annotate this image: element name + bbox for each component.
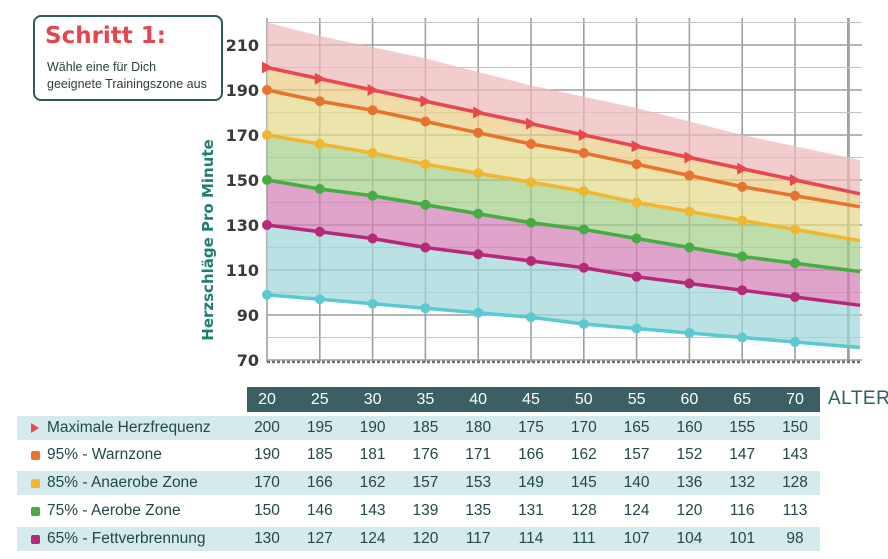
data-point (262, 175, 272, 185)
zone-band (267, 22, 860, 194)
series-line (266, 88, 861, 209)
data-point (790, 224, 800, 235)
series-line (266, 178, 861, 274)
zone-bands (267, 22, 860, 348)
data-point (790, 258, 800, 269)
data-point (473, 249, 484, 260)
data-point (262, 130, 272, 140)
data-point (578, 262, 589, 273)
y-axis-label: Herzschläge Pro Minute (199, 139, 217, 341)
y-tick-label: 190 (226, 81, 259, 100)
data-point (314, 184, 325, 194)
y-tick-label: 130 (226, 216, 259, 235)
zone-band (267, 225, 860, 348)
data-point (631, 159, 642, 170)
zone-lines (262, 61, 861, 350)
data-point (262, 220, 272, 230)
data-point (473, 307, 484, 318)
y-axis-ticks: 70 90 110 130 150 170 190 210 (226, 36, 259, 370)
step-subtitle-line2: geeignete Trainingszone aus (47, 77, 207, 91)
data-point (314, 96, 325, 107)
data-point (367, 148, 378, 158)
step-subtitle: Wähle eine für Dich geeignete Trainingsz… (47, 59, 223, 93)
y-tick-label: 150 (226, 171, 259, 190)
data-point (790, 190, 800, 201)
data-point (578, 148, 589, 158)
x-axis-label: ALTER (828, 388, 888, 409)
zone-band (267, 180, 860, 306)
zone-band (267, 67, 860, 207)
data-point (631, 197, 642, 208)
data-point (684, 206, 695, 217)
data-point (526, 312, 536, 323)
y-tick-label: 210 (226, 36, 259, 55)
data-point (314, 139, 325, 149)
data-point (631, 323, 642, 334)
data-point (526, 117, 537, 130)
data-point (262, 289, 272, 300)
data-point (473, 168, 484, 179)
data-point (737, 251, 748, 262)
data-point (790, 337, 800, 347)
data-point (526, 217, 536, 228)
data-point (737, 181, 748, 192)
data-point (367, 298, 378, 309)
data-point (684, 278, 695, 289)
data-point (314, 294, 325, 305)
series-line (266, 293, 861, 350)
data-point (737, 162, 749, 175)
data-point (526, 177, 536, 188)
data-point (578, 224, 589, 235)
data-point (420, 95, 432, 108)
data-point (631, 233, 642, 244)
data-point (684, 328, 695, 338)
data-point (578, 319, 589, 329)
data-point (790, 292, 800, 302)
y-tick-label: 70 (237, 351, 259, 370)
y-tick-label: 170 (226, 126, 259, 145)
data-point (262, 85, 272, 95)
y-tick-label: 110 (226, 261, 259, 280)
step-title: Schritt 1: (45, 23, 166, 49)
series-line (266, 133, 861, 243)
data-point (737, 215, 748, 226)
data-point (420, 159, 431, 170)
data-point (737, 332, 748, 343)
data-point (262, 61, 273, 74)
data-point (420, 303, 431, 314)
data-point (737, 285, 748, 296)
data-point (420, 116, 431, 127)
data-point (420, 199, 431, 210)
y-tick-label: 90 (237, 306, 259, 325)
data-point (367, 233, 378, 244)
data-point (684, 242, 695, 253)
data-point (367, 84, 379, 96)
series-line (266, 223, 861, 308)
data-point (473, 106, 485, 119)
zone-band (267, 135, 860, 272)
zone-band (267, 90, 860, 241)
series-line (266, 65, 861, 196)
instruction-box: Schritt 1: Wähle eine für Dich geeignete… (33, 15, 223, 101)
data-point (420, 242, 431, 253)
data-point (578, 186, 589, 197)
data-point (631, 140, 643, 153)
data-point (578, 129, 590, 141)
data-point (684, 170, 695, 181)
data-point (367, 190, 378, 201)
data-point (473, 127, 484, 138)
data-point (314, 226, 325, 237)
data-point (526, 139, 536, 149)
data-point (473, 208, 484, 219)
data-point (367, 105, 378, 116)
data-point (314, 72, 326, 85)
data-point (790, 174, 801, 186)
data-point (684, 151, 696, 164)
step-subtitle-line1: Wähle eine für Dich (47, 60, 157, 74)
data-point (526, 256, 536, 266)
data-point (631, 271, 642, 282)
